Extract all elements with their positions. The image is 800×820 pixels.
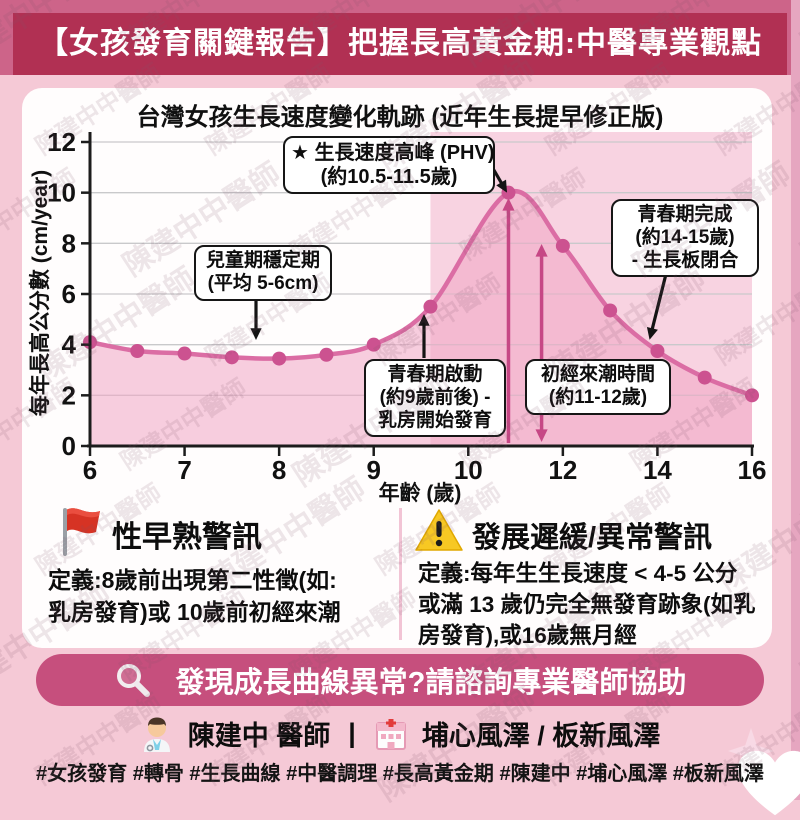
x-tick-label: 6 — [83, 455, 97, 485]
x-axis-label: 年齡 (歲) — [378, 482, 462, 505]
header-banner: 【女孩發育關鍵報告】把握長高黃金期:中醫專業觀點 — [13, 13, 787, 75]
annotation-done-line1: 青春期完成 — [637, 204, 733, 225]
red-flag-icon — [63, 508, 100, 556]
annotation-menarche: 初經來潮時間 (約11-12歲) — [525, 359, 671, 415]
y-tick-label: 4 — [62, 330, 77, 360]
x-tick-label: 8 — [272, 455, 286, 485]
warnings-divider — [399, 508, 402, 640]
annotation-puberty-start: 青春期啟動 (約9歲前後) - 乳房開始發育 — [364, 359, 506, 438]
annotation-phv-line1: ★ 生長速度高峰 (PHV) — [291, 142, 495, 164]
childhood-pointer-head — [250, 328, 262, 340]
banner-title: 【女孩發育關鍵報告】把握長高黃金期:中醫專業觀點 — [38, 27, 762, 60]
precocious-warning-title: 性早熟警訊 — [112, 521, 262, 554]
magnifier-icon — [116, 664, 150, 697]
footer: 陳建中 醫師 | 埔心風澤 / 板新風澤 — [0, 714, 800, 753]
annotation-phv-line2: (約10.5-11.5歲) — [320, 166, 458, 188]
delay-warning-title: 發展遲緩/異常警訊 — [472, 522, 713, 554]
data-point — [272, 351, 287, 366]
y-tick-label: 0 — [62, 431, 76, 461]
annotation-phv-peak: ★ 生長速度高峰 (PHV) (約10.5-11.5歲) — [283, 136, 495, 194]
data-point — [650, 344, 665, 358]
annotation-menarche-line2: (約11-12歲) — [548, 386, 648, 408]
precocious-warning-body: 定義:8歲前出現第二性徵(如: 乳房發育)或 10歲前初經來潮 — [48, 565, 341, 628]
x-tick-label: 16 — [738, 455, 767, 485]
precocious-body-line1: 定義:8歲前出現第二性徵(如: — [48, 567, 337, 593]
annotation-childhood-line1: 兒童期穩定期 — [205, 250, 320, 271]
x-tick-label: 9 — [366, 455, 380, 485]
y-tick-label: 8 — [62, 228, 76, 258]
data-point — [366, 337, 381, 352]
annotation-start-line3: 乳房開始發育 — [377, 409, 492, 431]
delay-body-line2: 或滿 13 歲仍完全無發育跡象(如乳 — [418, 592, 756, 618]
hospital-icon — [375, 718, 406, 750]
heart-icon — [737, 750, 800, 816]
data-point — [555, 238, 570, 253]
delay-body-line1: 定義:每年生生長速度 < 4-5 公分 — [418, 561, 738, 586]
data-point — [603, 303, 618, 318]
start-pointer-head — [418, 314, 430, 326]
precocious-body-line2: 乳房發育)或 10歲前初經來潮 — [48, 598, 341, 625]
delay-warning-body: 定義:每年生生長速度 < 4-5 公分 或滿 13 歲仍完全無發育跡象(如乳 房… — [418, 558, 756, 651]
x-tick-label: 10 — [454, 455, 483, 485]
x-tick-label: 14 — [643, 455, 672, 485]
data-point — [423, 299, 438, 314]
growth-curve — [87, 188, 755, 398]
annotation-puberty-complete: 青春期完成 (約14-15歲) - 生長板閉合 — [611, 199, 759, 278]
data-point — [745, 388, 759, 403]
footer-separator: | — [348, 718, 356, 748]
done-pointer-head — [646, 326, 658, 340]
annotation-childhood-stable: 兒童期穩定期 (平均 5-6cm) — [194, 245, 332, 301]
annotation-done-line3: - 生長板閉合 — [631, 249, 739, 271]
chart-title: 台灣女孩生長速度變化軌跡 (近年生長提早修正版) — [136, 104, 664, 131]
footer-doctor-name: 陳建中 醫師 — [187, 721, 331, 751]
annotation-menarche-line1: 初經來潮時間 — [540, 364, 655, 385]
warning-triangle-icon — [415, 509, 463, 551]
x-tick-label: 12 — [548, 455, 577, 485]
phv-pointer-head — [496, 179, 508, 193]
data-point — [319, 347, 334, 362]
cta-text: 發現成長曲線異常?請諮詢專業醫師協助 — [175, 667, 687, 699]
phv-arrow-head — [502, 198, 515, 211]
annotation-start-line2: (約9歲前後) - — [379, 386, 491, 408]
cta-banner: 發現成長曲線異常?請諮詢專業醫師協助 — [36, 654, 764, 706]
y-tick-label: 10 — [47, 178, 76, 208]
hashtag-row: #女孩發育 #轉骨 #生長曲線 #中醫調理 #長高黃金期 #陳建中 #埔心風澤 … — [36, 763, 764, 785]
y-axis-label: 每年長高公分數 (cm/year) — [29, 169, 52, 417]
footer-clinics: 埔心風澤 / 板新風澤 — [421, 721, 661, 751]
annotation-childhood-line2: (平均 5-6cm) — [207, 272, 319, 294]
data-point — [224, 350, 239, 365]
frame-right-strip — [791, 0, 800, 800]
data-point — [177, 346, 192, 361]
doctor-icon — [143, 717, 170, 752]
y-tick-label: 6 — [62, 279, 76, 309]
y-tick-label: 12 — [47, 127, 76, 157]
annotation-done-line2: (約14-15歲) — [635, 226, 735, 248]
annotation-start-line1: 青春期啟動 — [387, 364, 483, 385]
data-point — [130, 344, 145, 358]
sparkle-icon — [728, 728, 774, 774]
menarche-arrow-head-top — [535, 244, 548, 257]
data-point — [697, 370, 712, 385]
x-tick-label: 7 — [177, 455, 191, 485]
done-pointer-line — [650, 273, 668, 331]
delay-body-line3: 房發育),或16歲無月經 — [418, 623, 637, 649]
menarche-arrow-head-bottom — [535, 429, 548, 442]
y-tick-label: 2 — [62, 380, 76, 410]
